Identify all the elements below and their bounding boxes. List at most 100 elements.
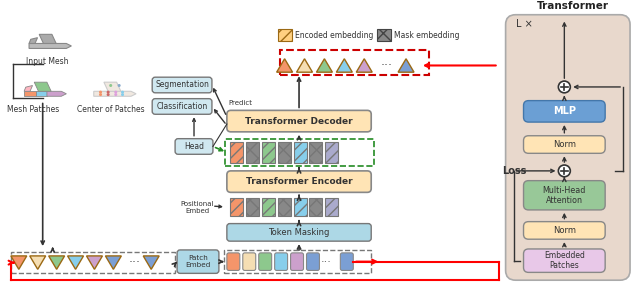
Polygon shape <box>316 59 332 72</box>
Circle shape <box>107 91 109 94</box>
Bar <box>225 139 374 166</box>
Polygon shape <box>94 91 136 96</box>
Text: Classification: Classification <box>156 102 208 111</box>
FancyBboxPatch shape <box>243 253 256 270</box>
Text: MLP: MLP <box>553 106 576 116</box>
Bar <box>224 250 371 273</box>
Bar <box>294 198 307 216</box>
Text: Input Mesh: Input Mesh <box>26 57 69 66</box>
Polygon shape <box>29 256 45 269</box>
FancyBboxPatch shape <box>177 250 219 273</box>
Circle shape <box>99 93 102 96</box>
Text: Multi-Head
Attention: Multi-Head Attention <box>543 185 586 205</box>
Text: ···: ··· <box>321 257 332 267</box>
Circle shape <box>558 165 570 177</box>
Text: Encoded embedding: Encoded embedding <box>294 31 373 40</box>
FancyBboxPatch shape <box>524 101 605 122</box>
Text: Mesh Patches: Mesh Patches <box>6 105 59 114</box>
Circle shape <box>115 93 117 96</box>
FancyBboxPatch shape <box>340 253 353 270</box>
Polygon shape <box>39 34 56 43</box>
Text: ···: ··· <box>128 256 140 269</box>
FancyBboxPatch shape <box>524 222 605 239</box>
FancyBboxPatch shape <box>152 99 212 114</box>
Polygon shape <box>337 59 352 72</box>
Polygon shape <box>34 82 51 91</box>
Polygon shape <box>29 43 72 48</box>
Bar <box>278 29 292 41</box>
Bar <box>278 142 291 163</box>
Text: Mask embedding: Mask embedding <box>394 31 460 40</box>
Polygon shape <box>276 59 292 72</box>
Text: Segmentation: Segmentation <box>155 81 209 90</box>
FancyBboxPatch shape <box>275 253 287 270</box>
Bar <box>280 50 429 75</box>
Text: Norm: Norm <box>553 226 576 235</box>
FancyBboxPatch shape <box>227 223 371 241</box>
Polygon shape <box>143 256 159 269</box>
Polygon shape <box>356 59 372 72</box>
Polygon shape <box>68 256 83 269</box>
Bar <box>262 198 275 216</box>
Text: Predict: Predict <box>229 101 253 107</box>
Text: Loss: Loss <box>502 166 527 176</box>
Polygon shape <box>398 59 414 72</box>
Text: Transformer Encoder: Transformer Encoder <box>246 177 353 186</box>
Text: Positional
Embed: Positional Embed <box>180 202 214 215</box>
Text: Head: Head <box>184 142 204 151</box>
Polygon shape <box>86 256 102 269</box>
FancyBboxPatch shape <box>227 110 371 132</box>
Bar <box>262 142 275 163</box>
Polygon shape <box>24 91 36 96</box>
Text: Embedded
Patches: Embedded Patches <box>544 251 585 270</box>
FancyBboxPatch shape <box>524 181 605 210</box>
Bar <box>246 198 259 216</box>
Polygon shape <box>47 91 67 96</box>
Circle shape <box>107 93 109 96</box>
Text: L ×: L × <box>516 20 532 29</box>
Text: Patch
Embed: Patch Embed <box>186 255 211 268</box>
Polygon shape <box>29 38 38 43</box>
Polygon shape <box>106 256 122 269</box>
Bar <box>11 252 175 273</box>
Bar <box>230 198 243 216</box>
Circle shape <box>118 84 121 87</box>
Polygon shape <box>24 86 33 91</box>
Bar <box>377 29 391 41</box>
Polygon shape <box>36 91 47 96</box>
Bar <box>310 198 323 216</box>
Polygon shape <box>296 59 312 72</box>
FancyBboxPatch shape <box>506 15 630 280</box>
Bar <box>294 142 307 163</box>
Text: ···: ··· <box>380 59 392 72</box>
Circle shape <box>99 91 102 94</box>
FancyBboxPatch shape <box>152 77 212 93</box>
FancyBboxPatch shape <box>227 253 240 270</box>
Bar <box>278 198 291 216</box>
FancyBboxPatch shape <box>259 253 271 270</box>
Bar <box>325 198 339 216</box>
Bar <box>246 142 259 163</box>
Circle shape <box>115 91 117 94</box>
FancyBboxPatch shape <box>307 253 319 270</box>
Circle shape <box>121 91 124 94</box>
FancyBboxPatch shape <box>524 136 605 153</box>
Text: Center of Patches: Center of Patches <box>77 105 144 114</box>
FancyBboxPatch shape <box>175 139 213 154</box>
FancyBboxPatch shape <box>524 249 605 272</box>
Bar <box>325 142 339 163</box>
Circle shape <box>121 93 124 96</box>
Circle shape <box>109 84 112 87</box>
Text: Transformer Decoder: Transformer Decoder <box>245 117 353 126</box>
Circle shape <box>558 81 570 93</box>
FancyBboxPatch shape <box>291 253 303 270</box>
Polygon shape <box>104 82 121 91</box>
Bar <box>230 142 243 163</box>
Polygon shape <box>49 256 65 269</box>
Bar <box>310 142 323 163</box>
Text: Transformer: Transformer <box>537 1 609 11</box>
Text: Token Masking: Token Masking <box>268 228 330 237</box>
Polygon shape <box>11 256 27 269</box>
Text: Norm: Norm <box>553 140 576 149</box>
FancyBboxPatch shape <box>227 171 371 192</box>
